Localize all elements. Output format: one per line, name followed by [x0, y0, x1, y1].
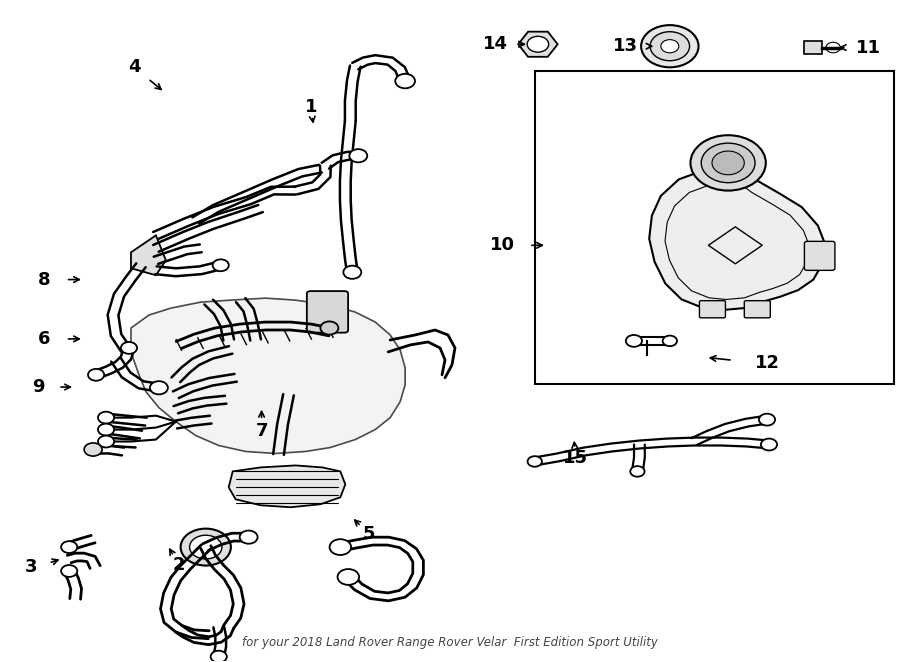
Polygon shape — [131, 298, 405, 453]
Circle shape — [121, 342, 137, 354]
Text: 14: 14 — [483, 35, 508, 53]
Text: 9: 9 — [32, 378, 44, 396]
Text: 12: 12 — [755, 354, 780, 371]
FancyBboxPatch shape — [699, 301, 725, 318]
Circle shape — [181, 529, 231, 565]
Circle shape — [338, 569, 359, 585]
Circle shape — [211, 651, 227, 662]
Circle shape — [395, 73, 415, 88]
Text: 5: 5 — [363, 525, 375, 543]
Text: 3: 3 — [25, 558, 37, 576]
Polygon shape — [131, 236, 166, 275]
Circle shape — [190, 535, 222, 559]
Circle shape — [701, 143, 755, 183]
Circle shape — [150, 381, 168, 395]
Circle shape — [662, 336, 677, 346]
Polygon shape — [229, 465, 346, 507]
Circle shape — [661, 40, 679, 53]
Circle shape — [826, 42, 841, 53]
Text: 2: 2 — [173, 556, 185, 574]
Circle shape — [61, 565, 77, 577]
Text: 10: 10 — [490, 236, 515, 254]
FancyBboxPatch shape — [307, 291, 348, 332]
FancyBboxPatch shape — [744, 301, 770, 318]
Circle shape — [690, 135, 766, 191]
FancyBboxPatch shape — [805, 242, 835, 270]
Circle shape — [641, 25, 698, 68]
Circle shape — [650, 32, 689, 61]
Text: 1: 1 — [305, 98, 317, 116]
Text: 7: 7 — [256, 422, 268, 440]
Text: 11: 11 — [856, 38, 880, 56]
Circle shape — [320, 322, 338, 334]
Bar — [536, 71, 894, 384]
Circle shape — [343, 265, 361, 279]
Circle shape — [760, 439, 777, 450]
Circle shape — [626, 335, 642, 347]
Circle shape — [98, 412, 114, 424]
Circle shape — [98, 424, 114, 436]
Circle shape — [349, 149, 367, 162]
Circle shape — [239, 530, 257, 544]
Circle shape — [759, 414, 775, 426]
Circle shape — [212, 260, 229, 271]
Circle shape — [88, 369, 104, 381]
Circle shape — [527, 36, 549, 52]
Text: 13: 13 — [614, 37, 638, 55]
Circle shape — [712, 151, 744, 175]
Text: 6: 6 — [38, 330, 50, 348]
Bar — [805, 41, 823, 54]
Text: for your 2018 Land Rover Range Rover Velar  First Edition Sport Utility: for your 2018 Land Rover Range Rover Vel… — [242, 636, 658, 649]
Text: 4: 4 — [128, 58, 140, 76]
Circle shape — [329, 539, 351, 555]
Text: 15: 15 — [563, 449, 588, 467]
Text: 8: 8 — [38, 271, 50, 289]
Circle shape — [61, 541, 77, 553]
Circle shape — [630, 466, 644, 477]
Circle shape — [98, 436, 114, 448]
Polygon shape — [649, 166, 825, 310]
Circle shape — [527, 456, 542, 467]
Circle shape — [84, 443, 102, 456]
